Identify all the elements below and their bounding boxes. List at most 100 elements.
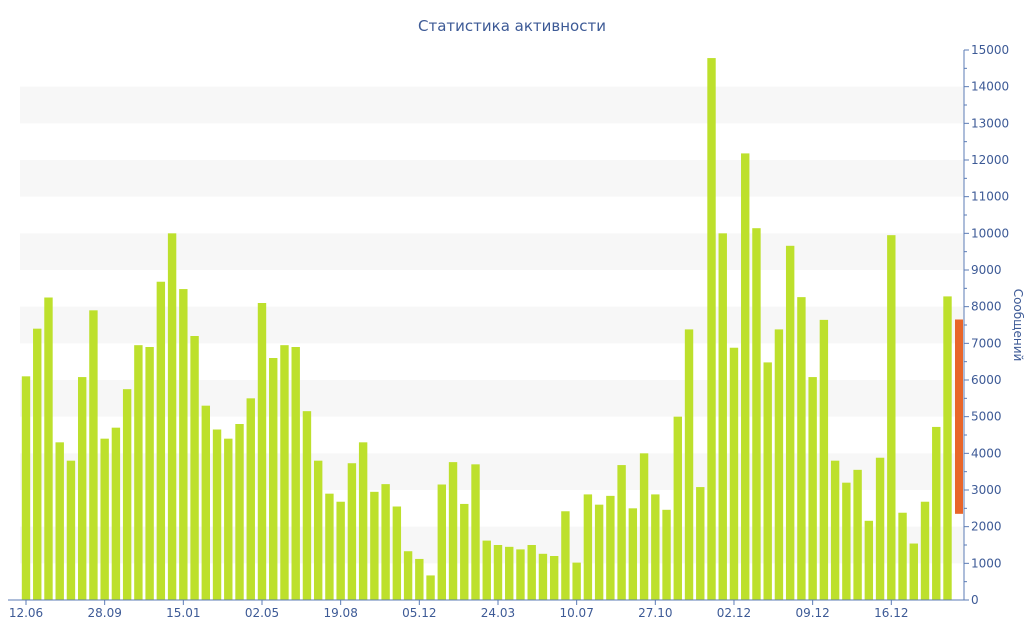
grid-band [20, 453, 964, 490]
bar [370, 491, 379, 600]
bar [100, 438, 109, 600]
grid-band [20, 306, 964, 344]
y-tick-label: 5000 [971, 410, 1002, 424]
x-tick-label: 09.12 [795, 606, 829, 620]
y-axis-label: Сообщений [1011, 289, 1024, 362]
x-tick-label: 02.12 [717, 606, 751, 620]
x-tick-label: 27.10 [638, 606, 672, 620]
bar [493, 545, 503, 600]
bar [66, 460, 76, 600]
bar [741, 153, 750, 600]
bar [774, 329, 784, 600]
bar [909, 543, 918, 600]
y-tick-label: 7000 [971, 336, 1002, 350]
bar [33, 328, 42, 600]
bar [460, 503, 469, 600]
x-tick-label: 02.05 [245, 606, 279, 620]
y-tick-label: 11000 [971, 190, 1009, 204]
bar [808, 377, 817, 600]
highlight-bar [955, 319, 963, 514]
bar [516, 549, 525, 600]
y-tick-label: 13000 [971, 116, 1009, 130]
x-tick-label: 15.01 [166, 606, 200, 620]
bar [819, 319, 829, 600]
bar [707, 58, 716, 600]
highlight-layer [955, 319, 963, 514]
bar [403, 551, 413, 600]
bar [887, 235, 896, 601]
bar [561, 511, 570, 600]
bar [55, 442, 64, 600]
y-tick-label: 3000 [971, 483, 1002, 497]
bar [280, 345, 289, 600]
y-tick-label: 6000 [971, 373, 1002, 387]
bar [471, 464, 480, 600]
x-tick-label: 10.07 [559, 606, 593, 620]
bar [932, 426, 941, 600]
y-tick-label: 1000 [971, 556, 1002, 570]
y-tick-label: 12000 [971, 153, 1009, 167]
bar [864, 520, 874, 600]
bar [752, 228, 761, 600]
bar [381, 484, 390, 600]
bar [684, 329, 694, 600]
bar [145, 347, 154, 600]
x-tick-label: 16.12 [874, 606, 908, 620]
x-axis: 12.06 28.09 15.01 02.05 19.08 05.12 24.03 10.07… [8, 599, 964, 620]
bar [269, 358, 278, 600]
bar [617, 465, 626, 600]
bar [437, 484, 446, 600]
grid-bands [20, 86, 964, 564]
bar [785, 245, 795, 601]
bar [729, 347, 739, 600]
bar [628, 508, 638, 600]
grid-band [20, 380, 964, 417]
bar [842, 482, 851, 600]
bar [718, 233, 727, 600]
bar [156, 281, 166, 600]
bar [358, 442, 368, 600]
x-tick-label: 24.03 [481, 606, 515, 620]
bar [606, 495, 615, 600]
y-tick-label: 15000 [971, 43, 1009, 57]
bar [594, 504, 604, 600]
bar [201, 405, 210, 600]
y-tick-label: 4000 [971, 446, 1002, 460]
bar [898, 512, 907, 600]
y-tick-label: 9000 [971, 263, 1002, 277]
bar [797, 297, 806, 600]
grid-band [20, 160, 964, 197]
bar [212, 429, 222, 600]
bar [111, 427, 121, 600]
bar [336, 501, 345, 600]
x-tick-label: 19.08 [323, 606, 357, 620]
y-tick-label: 10000 [971, 226, 1009, 240]
bar [651, 494, 660, 600]
bar [763, 362, 772, 600]
bar [235, 424, 244, 600]
bar [325, 493, 334, 600]
bar [583, 494, 593, 600]
bar [920, 501, 930, 600]
bar [179, 289, 188, 600]
grid-band [20, 86, 964, 124]
bar [167, 233, 177, 600]
bar [190, 336, 199, 600]
grid-band [20, 233, 964, 270]
bar [246, 398, 255, 600]
bar [448, 462, 458, 600]
x-tick-label: 12.06 [9, 606, 43, 620]
x-tick-label: 28.09 [87, 606, 121, 620]
bar [313, 460, 323, 600]
bar [662, 509, 671, 600]
bar [482, 540, 491, 600]
bar [302, 411, 312, 600]
bar [224, 438, 233, 600]
bar [44, 297, 53, 600]
bar [291, 347, 300, 600]
x-tick-label: 05.12 [402, 606, 436, 620]
y-axis: 0 1000 2000 3000 4000 5000 6000 7000 8000 9000 100… [963, 43, 1009, 607]
bar [853, 469, 862, 600]
bar [415, 558, 424, 600]
bar [21, 376, 31, 600]
